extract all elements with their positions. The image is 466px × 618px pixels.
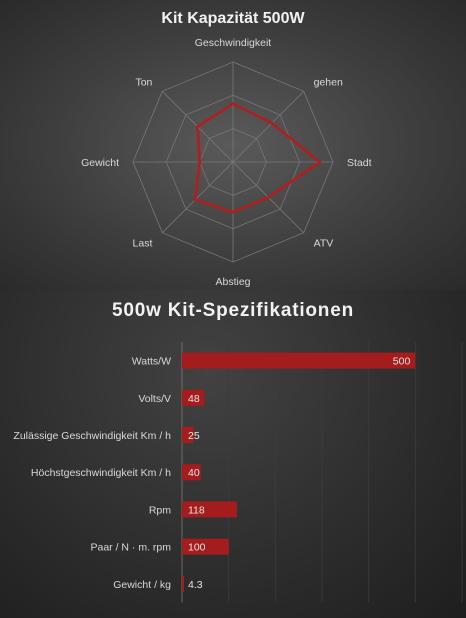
radar-chart-title: Kit Kapazität 500W xyxy=(161,10,305,27)
bar-category-label: Volts/V xyxy=(138,393,171,405)
bar-category-label: Zulässige Geschwindigkeit Km / h xyxy=(13,430,171,442)
radar-axis-label: Last xyxy=(133,238,153,250)
bar-category-label: Rpm xyxy=(149,504,171,516)
bar-chart-title: 500w Kit-Spezifikationen xyxy=(112,300,354,321)
bar-category-label: Gewicht / kg xyxy=(113,579,171,591)
radar-chart-panel: Kit Kapazität 500W Geschwindigkeit gehen S… xyxy=(0,0,466,290)
radar-axis-label: Ton xyxy=(135,76,152,88)
radar-axis-label: Gewicht xyxy=(81,157,119,169)
bar xyxy=(182,389,205,406)
bar-value-label: 40 xyxy=(188,467,200,479)
radar-point xyxy=(196,125,200,128)
bar-value-label: 48 xyxy=(188,393,200,405)
bar xyxy=(182,352,416,369)
radar-point xyxy=(231,102,235,106)
bar-value-label: 118 xyxy=(188,504,205,516)
radar-chart: Geschwindigkeit gehen Stadt ATV Abstieg Last G… xyxy=(81,37,372,288)
bar xyxy=(182,464,201,481)
radar-axis-label: Geschwindigkeit xyxy=(195,37,272,49)
bar-chart: Watts/W 500 Volts/V 48 Zulässige Geschwindig… xyxy=(13,342,463,603)
bar xyxy=(182,538,229,555)
bar-category-label: Watts/W xyxy=(132,356,171,368)
radar-spoke xyxy=(162,161,234,233)
radar-axis-label: ATV xyxy=(314,238,334,250)
bar xyxy=(182,575,184,592)
radar-axis-label: Stadt xyxy=(347,157,372,169)
radar-spoke xyxy=(232,91,304,163)
radar-axis-label: Abstieg xyxy=(215,276,250,288)
radar-point xyxy=(270,121,274,125)
bar-value-label: 25 xyxy=(188,430,200,442)
bar-category-label: Paar / N · m. rpm xyxy=(90,542,171,554)
bar-value-label: 500 xyxy=(393,356,411,368)
bar-chart-panel: 500w Kit-Spezifikationen Watts/W 500 Volts… xyxy=(0,290,466,618)
radar-point xyxy=(231,210,235,214)
bar xyxy=(182,427,194,443)
radar-point xyxy=(318,160,322,164)
radar-point xyxy=(193,198,197,202)
radar-series-line xyxy=(194,102,322,214)
bar xyxy=(182,501,238,518)
bar-value-label: 100 xyxy=(188,542,206,554)
radar-point xyxy=(267,196,270,199)
radar-point xyxy=(198,160,202,164)
bar-value-label: 4.3 xyxy=(188,579,203,591)
bar-category-label: Höchstgeschwindigkeit Km / h xyxy=(31,467,171,479)
radar-axis-label: gehen xyxy=(314,76,343,88)
